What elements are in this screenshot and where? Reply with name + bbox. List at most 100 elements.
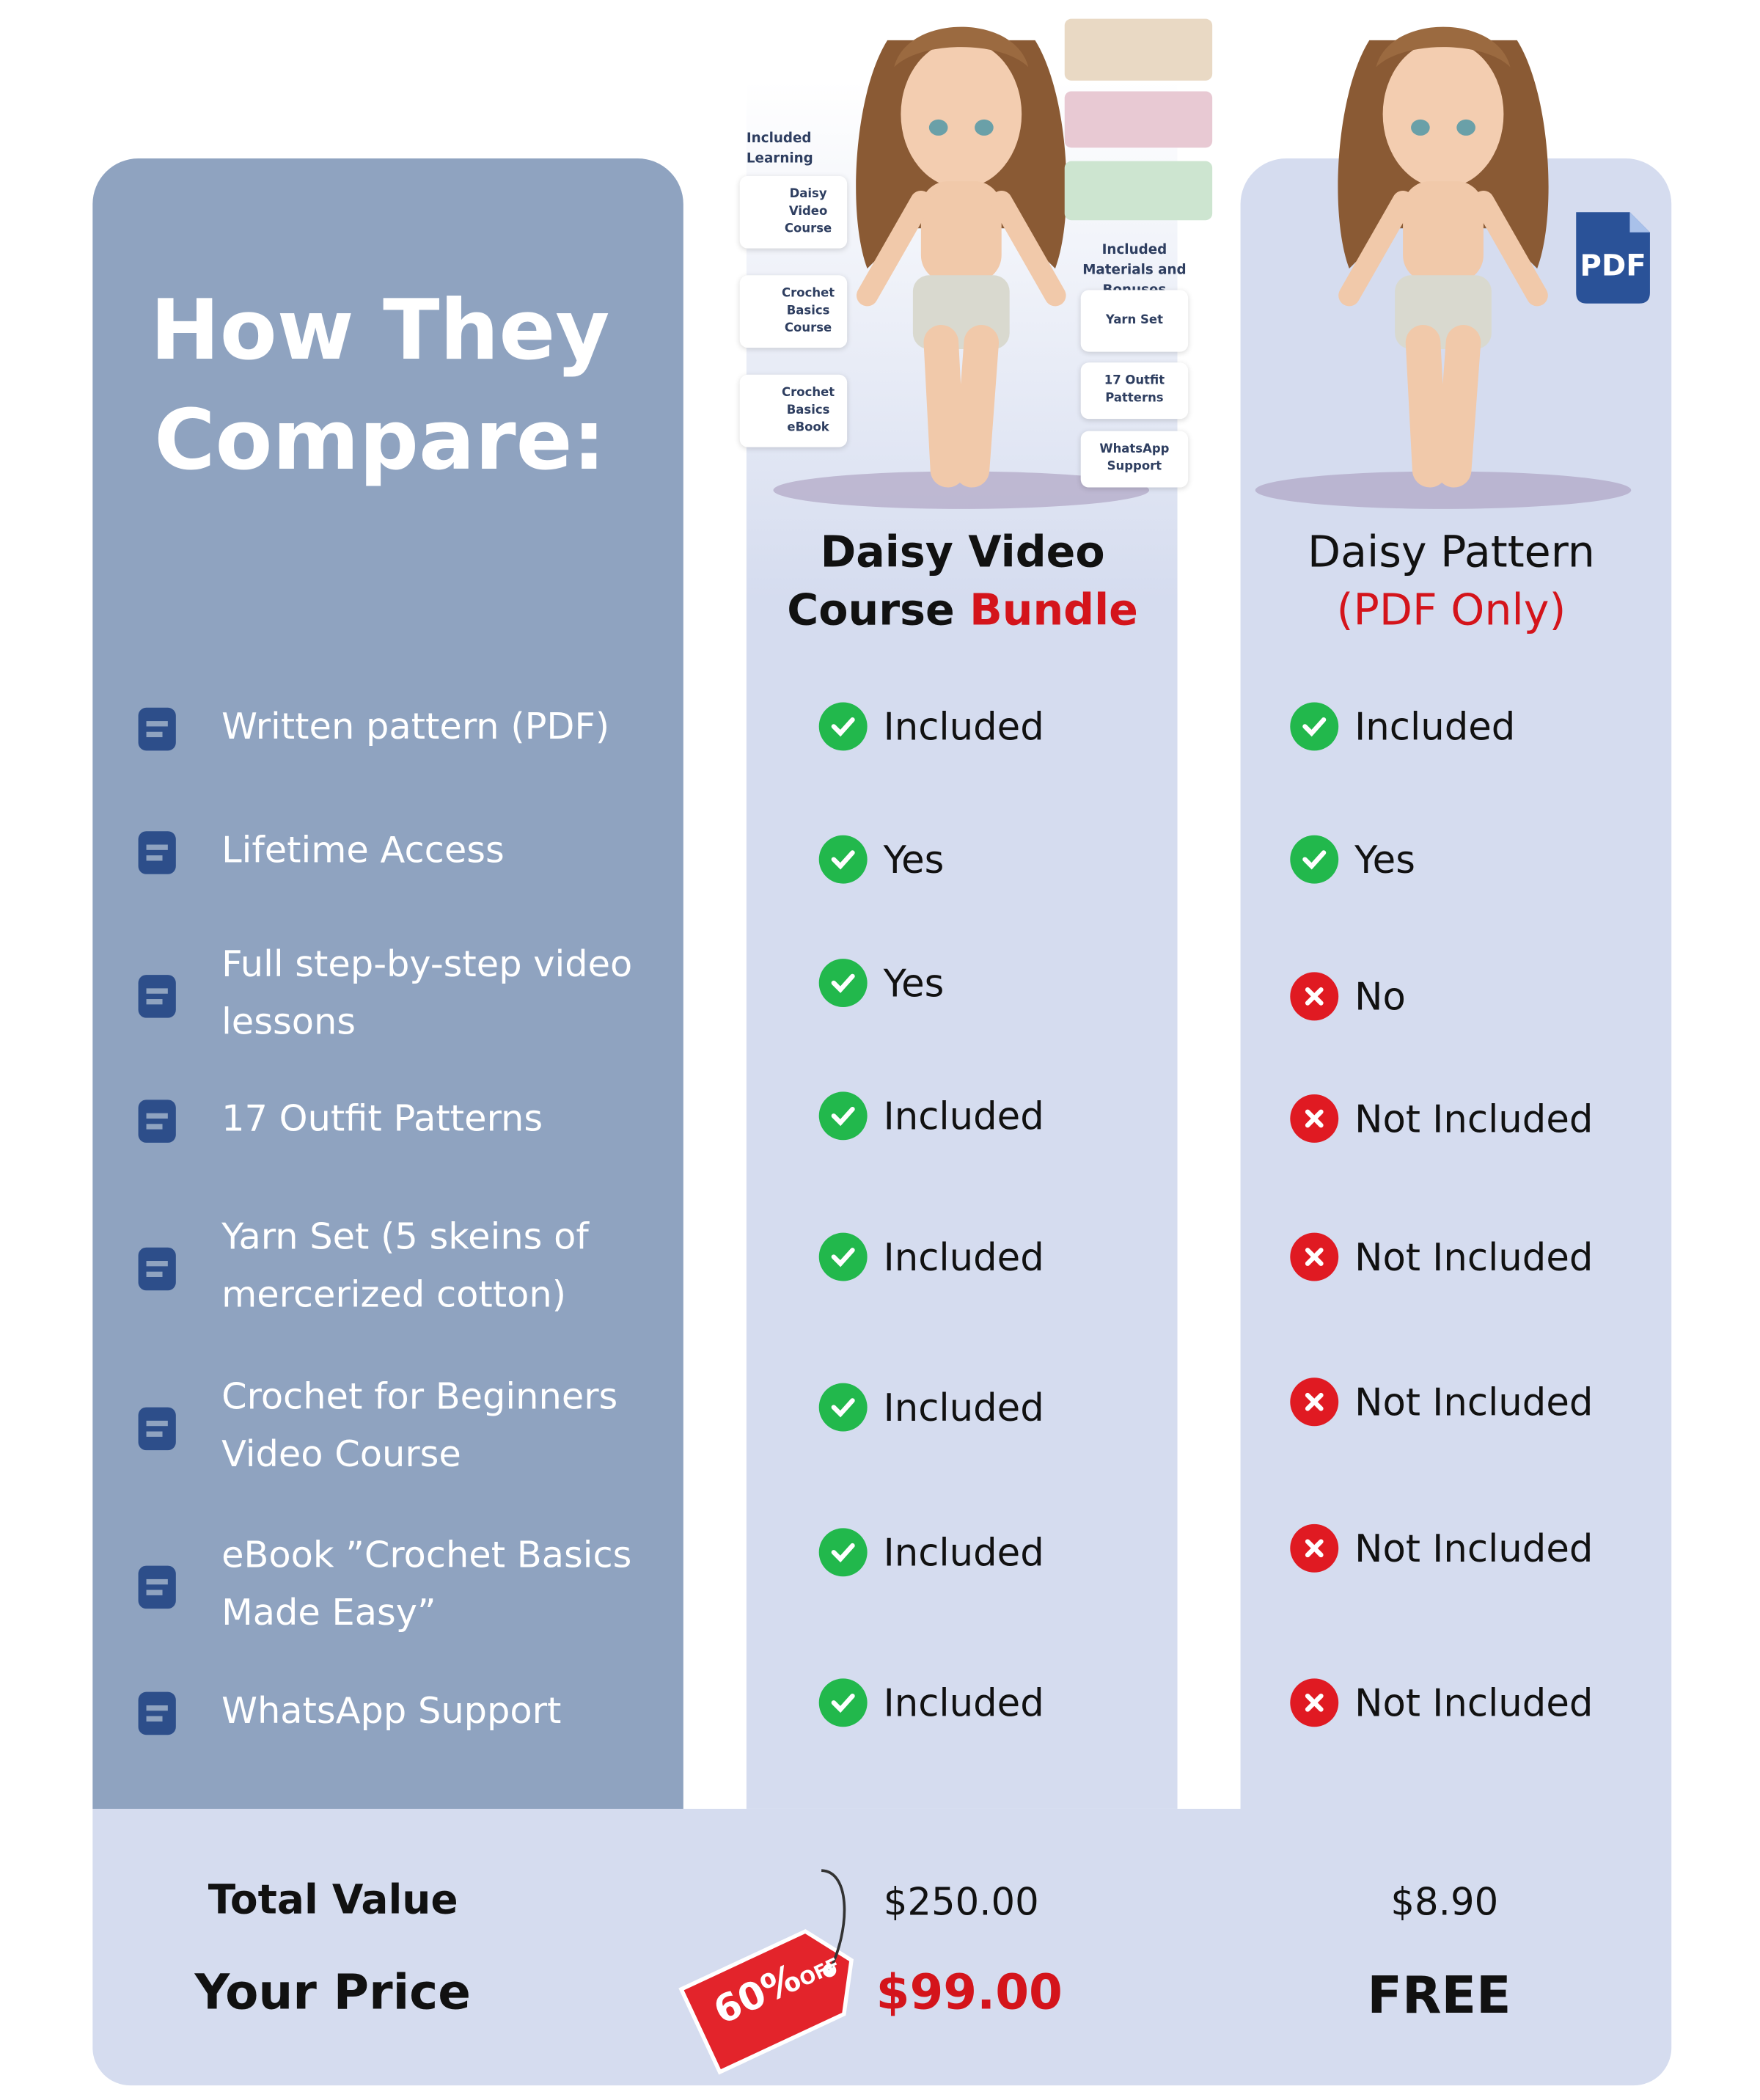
check-mark	[1302, 850, 1327, 870]
status-text: Included	[883, 1385, 1044, 1430]
column-title: Daisy Pattern (PDF Only)	[1275, 524, 1627, 639]
bundle-total: $250.00	[883, 1879, 1039, 1925]
check-mark	[831, 1398, 855, 1418]
feature-icon	[131, 1402, 184, 1455]
doll-image	[1255, 27, 1632, 509]
feature-label: Written pattern (PDF)	[221, 706, 610, 748]
feature-glyph	[138, 1247, 176, 1291]
cross-mark	[1305, 1693, 1324, 1712]
feature-icon	[131, 1686, 184, 1740]
feature-label: eBook ”Crochet Basics Made Easy”	[221, 1534, 632, 1634]
check-icon	[1290, 702, 1339, 751]
check-mark	[831, 850, 855, 870]
status-text: Included	[883, 1234, 1044, 1279]
status-text: Included	[1354, 704, 1516, 749]
status-text: Not Included	[1354, 1380, 1594, 1424]
cross-icon	[1290, 1094, 1339, 1143]
check-icon	[818, 702, 868, 751]
status: No	[1290, 970, 1406, 1023]
feature-label: Yarn Set (5 skeins of mercerized cotton)	[221, 1216, 589, 1317]
column-title-accent: (PDF Only)	[1336, 584, 1566, 635]
feature-label: Full step-by-step video lessons	[221, 943, 633, 1044]
status: Included	[818, 1526, 1044, 1579]
tag	[678, 1869, 854, 2075]
cross-mark	[1305, 1539, 1324, 1558]
status: Yes	[1290, 833, 1415, 886]
status: Included	[818, 700, 1044, 753]
check-icon	[818, 1528, 868, 1577]
status-text: Yes	[883, 837, 945, 882]
bundle-price: $99.00	[876, 1966, 1063, 2022]
check-icon	[818, 959, 868, 1008]
cross-mark	[1305, 1248, 1324, 1266]
cross-mark	[1305, 1392, 1324, 1411]
status: Included	[1290, 700, 1515, 753]
feature-label: Crochet for Beginners Video Course	[221, 1376, 618, 1476]
status-text: Included	[883, 1530, 1044, 1575]
check-mark	[831, 1248, 855, 1267]
status-text: Included	[883, 1680, 1044, 1725]
status-text: Not Included	[1354, 1680, 1594, 1725]
status: Yes	[818, 833, 945, 886]
learning-card: Crochet Basics eBook	[739, 374, 848, 447]
status-text: Yes	[1354, 837, 1415, 882]
feature-icon	[131, 702, 184, 756]
cross-mark	[1305, 1109, 1324, 1128]
feature-icon	[131, 1242, 184, 1295]
status: Included	[818, 1089, 1044, 1143]
title: How They Compare:	[150, 280, 610, 489]
learning-card: Crochet Basics Course	[739, 275, 848, 348]
cross-icon	[1290, 1232, 1339, 1281]
price-panel	[92, 1808, 1672, 2086]
column-title-accent: Bundle	[969, 584, 1138, 635]
pdf-price: FREE	[1367, 1966, 1511, 2025]
status: Not Included	[1290, 1676, 1593, 1730]
bonus-card: WhatsApp Support	[1080, 431, 1189, 488]
bonus-heading: Included Materials and Bonuses	[1082, 243, 1187, 298]
total-label: Total Value	[208, 1877, 458, 1925]
check-mark	[831, 717, 855, 737]
learning-heading: Included Learning	[746, 131, 813, 167]
pdf-badge: PDF	[1580, 249, 1646, 284]
price-label: Your Price	[194, 1966, 471, 2022]
status: Yes	[818, 956, 945, 1009]
feature-glyph	[138, 707, 176, 751]
feature-glyph	[138, 1407, 176, 1451]
feature-glyph	[138, 1100, 176, 1143]
check-mark	[831, 973, 855, 993]
pdf-total: $8.90	[1390, 1879, 1499, 1925]
status: Not Included	[1290, 1521, 1593, 1575]
feature-icon	[131, 1094, 184, 1148]
learning-card: Daisy Video Course	[739, 175, 848, 249]
status-text: Not Included	[1354, 1526, 1594, 1571]
status: Included	[818, 1380, 1044, 1434]
status-text: Included	[883, 704, 1044, 749]
column-title-text: Daisy Pattern	[1308, 526, 1595, 578]
status-text: No	[1354, 974, 1406, 1019]
feature-glyph	[138, 975, 176, 1018]
cross-icon	[1290, 972, 1339, 1021]
status: Not Included	[1290, 1091, 1593, 1145]
check-icon	[818, 1091, 868, 1141]
cross-mark	[1305, 987, 1324, 1006]
bonus-card: 17 Outfit Patterns	[1080, 362, 1189, 420]
check-mark	[1302, 717, 1327, 737]
check-mark	[831, 1693, 855, 1713]
cross-icon	[1290, 1378, 1339, 1427]
status: Not Included	[1290, 1375, 1593, 1429]
feature-glyph	[138, 831, 176, 874]
check-mark	[831, 1106, 855, 1127]
cross-icon	[1290, 1523, 1339, 1573]
status-text: Not Included	[1354, 1096, 1594, 1141]
status-text: Included	[883, 1094, 1044, 1138]
cross-icon	[1290, 1678, 1339, 1727]
status: Included	[818, 1230, 1044, 1284]
status-text: Yes	[883, 960, 945, 1006]
feature-label: Lifetime Access	[221, 830, 505, 872]
bonus-card: Yarn Set	[1080, 290, 1189, 352]
features-panel	[92, 158, 683, 1809]
column-title-text: Daisy Video Course	[787, 526, 1105, 635]
